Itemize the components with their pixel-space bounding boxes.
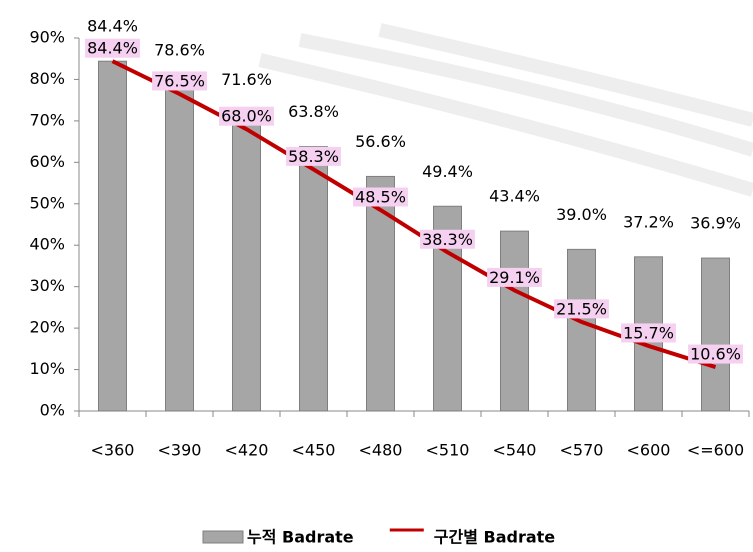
y-tick-label: 20%: [29, 318, 65, 337]
line: [111, 59, 717, 369]
bar-value-label: 39.0%: [556, 205, 607, 224]
line-value-label: 48.5%: [355, 187, 406, 206]
line-label-bg: [688, 344, 743, 364]
line-value-label: 68.0%: [221, 107, 272, 126]
bar: [500, 230, 529, 412]
bar-value-label: 36.9%: [690, 214, 741, 233]
legend-swatch: [202, 530, 244, 544]
bar: [165, 84, 194, 412]
x-tick-label: <480: [359, 441, 403, 460]
line-value-label: 15.7%: [623, 323, 674, 342]
line-value-label: 76.5%: [154, 71, 205, 90]
x-tick-label: <450: [292, 441, 336, 460]
x-tick-label: <360: [91, 441, 135, 460]
background-swoosh: [258, 23, 753, 197]
line-value-label: 58.3%: [288, 147, 339, 166]
y-tick-label: 10%: [29, 359, 65, 378]
x-tick-label: <540: [493, 441, 537, 460]
x-tick-label: <510: [426, 441, 470, 460]
bar-value-label: 56.6%: [355, 132, 406, 151]
bar-value-label: 63.8%: [288, 102, 339, 121]
line-label-bg: [353, 187, 408, 207]
bar-value-label: 37.2%: [623, 212, 674, 231]
y-tick-label: 30%: [29, 276, 65, 295]
y-tick-label: 0%: [40, 401, 65, 420]
bar-value-label: 84.4%: [87, 17, 138, 36]
line-label-bg: [286, 146, 341, 166]
line-value-label: 10.6%: [690, 345, 741, 364]
line-label-bg: [420, 229, 475, 249]
y-tick-label: 40%: [29, 235, 65, 254]
line-value-label: 84.4%: [87, 39, 138, 58]
x-tick-label: <=600: [687, 441, 744, 460]
x-tick-label: <420: [225, 441, 269, 460]
bar-value-label: 71.6%: [221, 70, 272, 89]
bar: [299, 146, 328, 412]
x-tick-label: <600: [627, 441, 671, 460]
legend-label: 누적 Badrate: [247, 528, 354, 547]
line-value-label: 38.3%: [422, 230, 473, 249]
line-label-bg: [85, 38, 140, 58]
legend-label: 구간별 Badrate: [434, 528, 556, 547]
y-tick-label: 80%: [29, 69, 65, 88]
bar: [567, 248, 596, 412]
line-label-bg: [554, 299, 609, 319]
line-label-bg: [621, 323, 676, 343]
y-tick-label: 60%: [29, 152, 65, 171]
bar-value-label: 49.4%: [422, 162, 473, 181]
line-label-bg: [487, 267, 542, 287]
x-tick-label: <570: [560, 441, 604, 460]
y-tick-label: 90%: [29, 28, 65, 47]
x-tick-label: <390: [158, 441, 202, 460]
y-tick-label: 70%: [29, 110, 65, 129]
bar-value-label: 78.6%: [154, 41, 205, 60]
y-tick-label: 50%: [29, 193, 65, 212]
bar: [701, 257, 730, 412]
line-value-label: 21.5%: [556, 299, 607, 318]
line-label-bg: [219, 106, 274, 126]
bar-value-label: 43.4%: [489, 187, 540, 206]
bar: [232, 113, 261, 412]
line-value-label: 29.1%: [489, 268, 540, 287]
line-label-bg: [152, 71, 207, 91]
bar: [98, 60, 127, 412]
